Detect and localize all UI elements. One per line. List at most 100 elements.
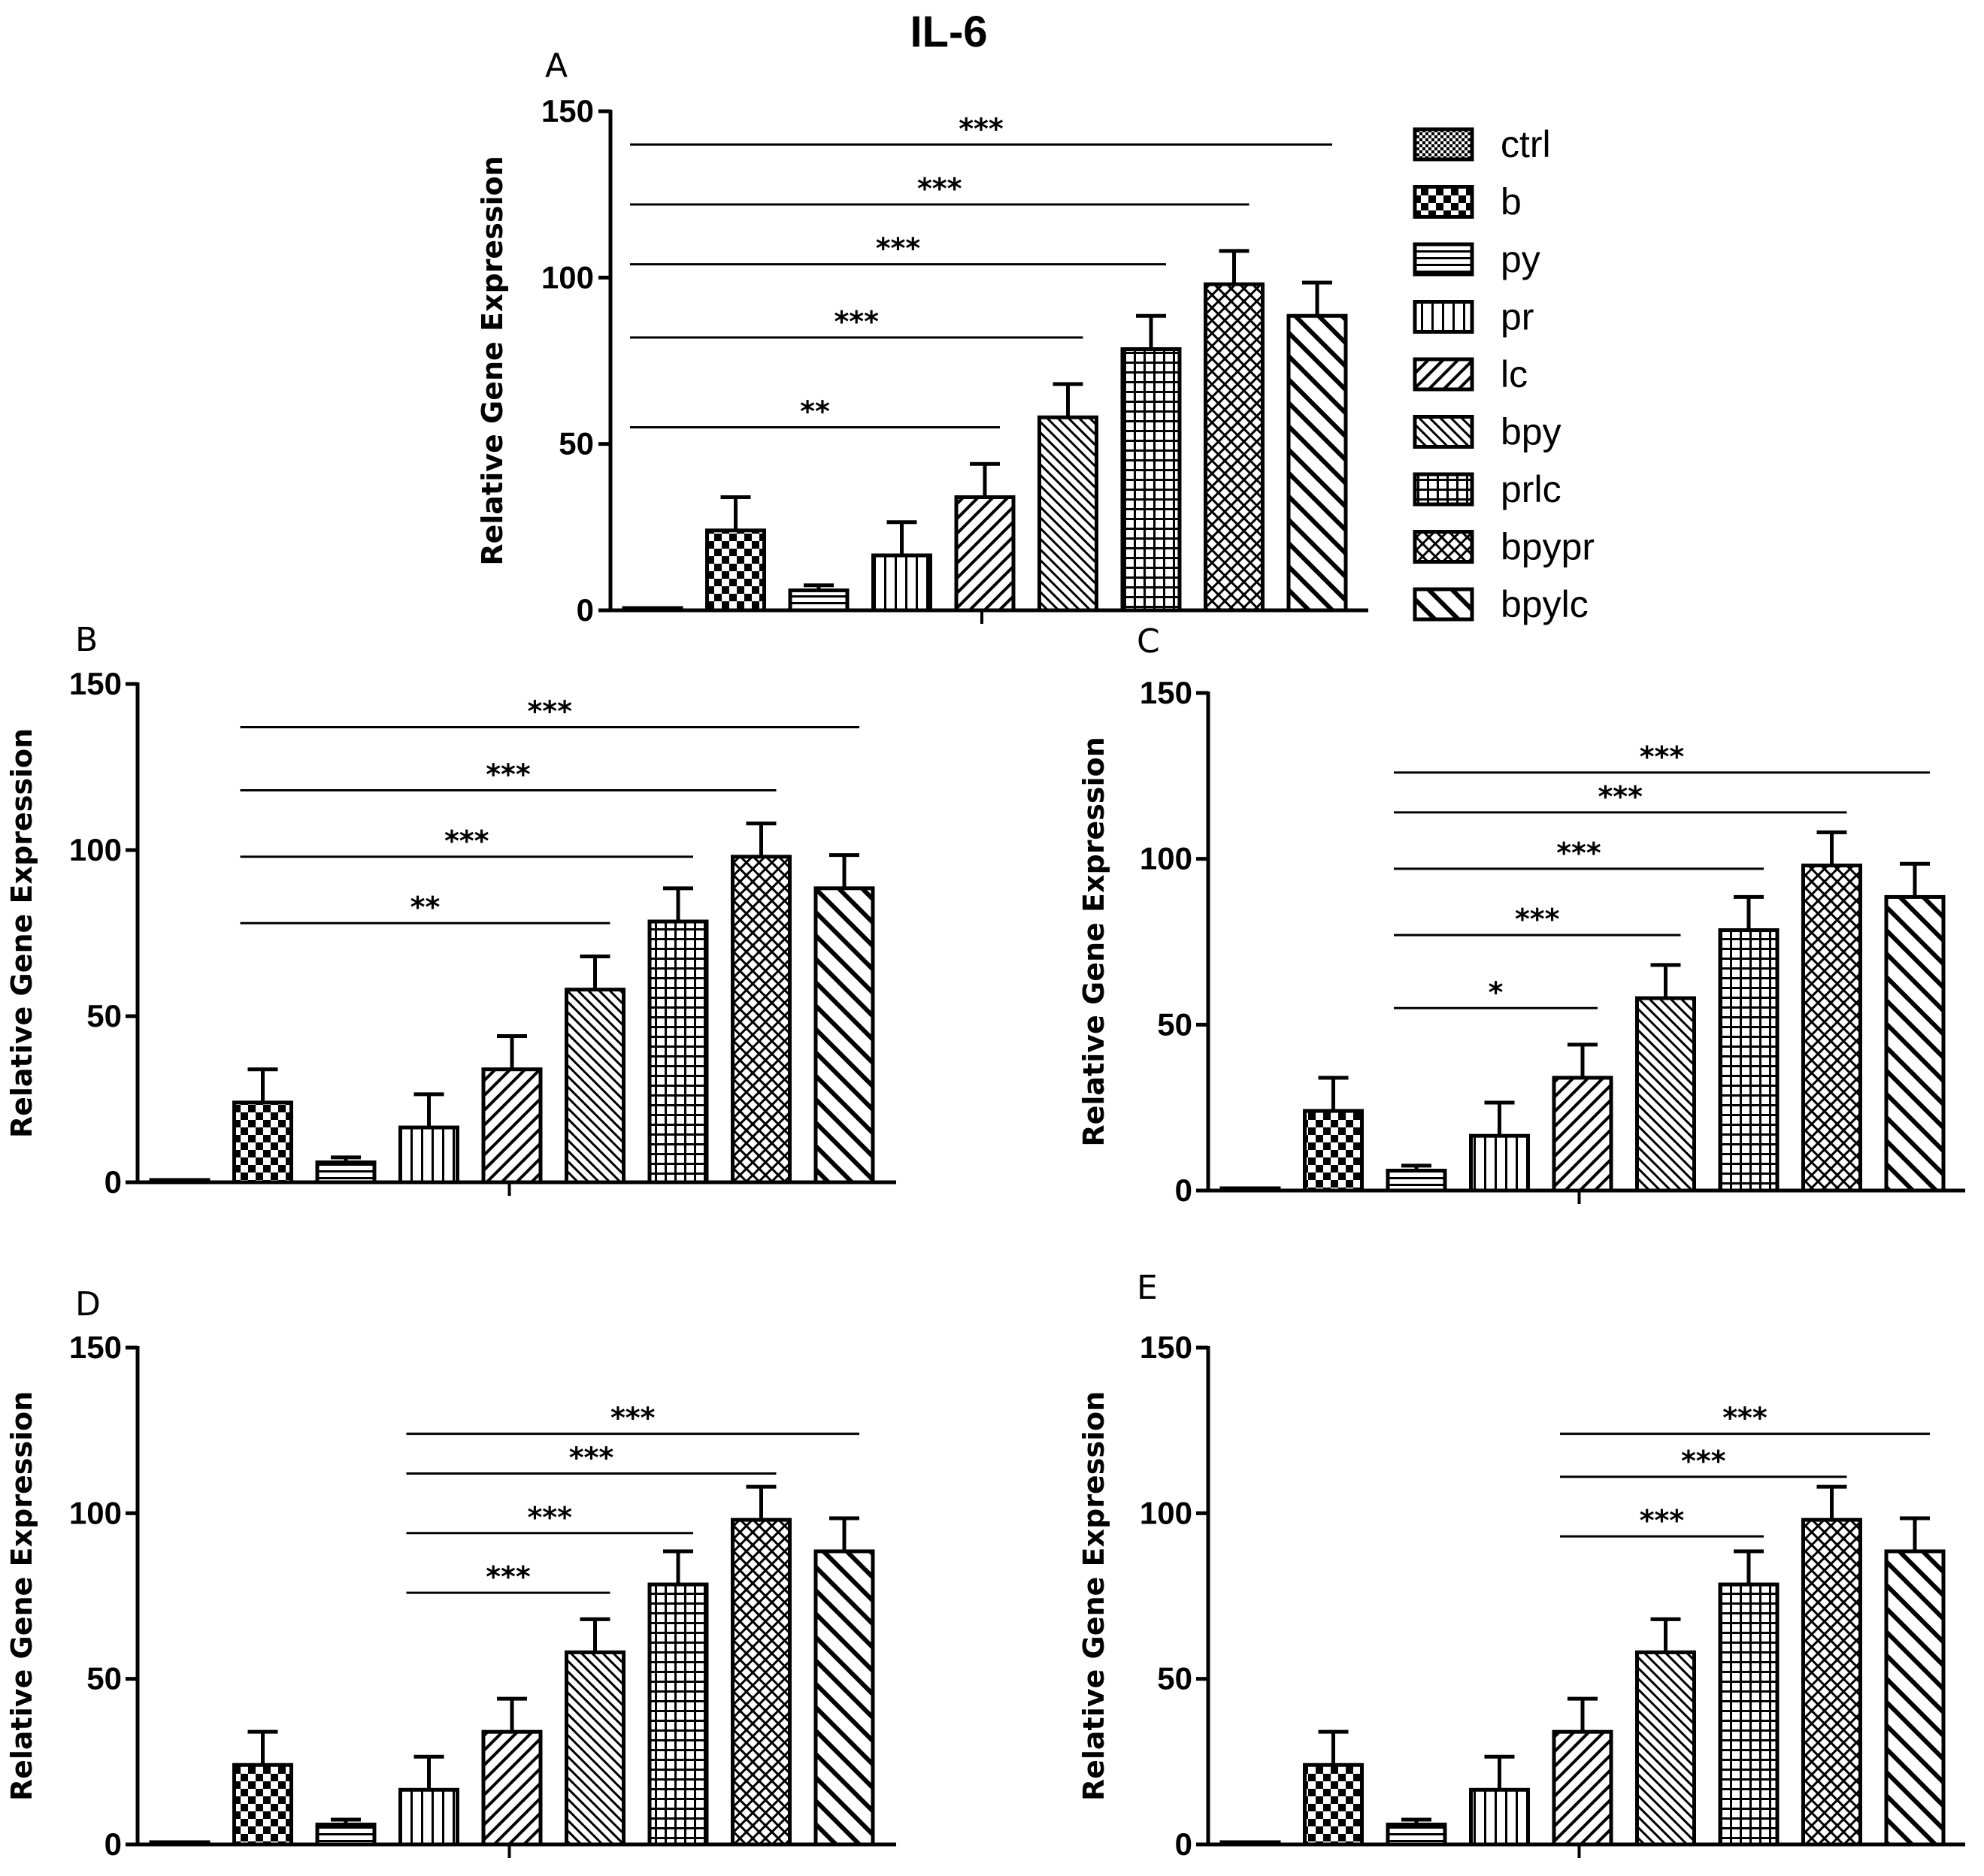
y-tick-label: 0 <box>577 592 594 628</box>
bar-bpy <box>1037 415 1098 613</box>
bar-ctrl <box>149 1178 211 1185</box>
bar-bpylc <box>813 1549 875 1847</box>
bar-bpy <box>565 1650 625 1847</box>
bar-ctrl <box>1219 1186 1281 1193</box>
legend-swatch-bpy <box>1413 415 1474 449</box>
bar-bpy <box>565 988 625 1185</box>
legend-label-lc: lc <box>1501 353 1528 395</box>
y-axis-label: Relative Gene Expression <box>5 1391 38 1801</box>
y-tick-label: 0 <box>1175 1826 1192 1862</box>
bar-b <box>232 1763 293 1847</box>
bar-pr <box>1469 1133 1530 1193</box>
y-tick-label: 50 <box>86 998 122 1033</box>
bar-bpypr <box>1801 1517 1862 1847</box>
legend-swatch-ctrl <box>1413 127 1474 162</box>
bar-bpypr <box>1204 282 1265 613</box>
y-tick-label: 150 <box>69 666 122 701</box>
bar-pr <box>1469 1787 1530 1847</box>
y-tick-label: 50 <box>1157 1006 1192 1042</box>
significance-label: *** <box>610 1402 656 1435</box>
legend-label-b: b <box>1501 181 1522 223</box>
bar-ctrl <box>1219 1840 1281 1847</box>
panel-letter: A <box>545 47 568 85</box>
panel-d: D Relative Gene Expression 0 50 100 150 *** ***… <box>5 1285 896 1862</box>
y-tick-label: 100 <box>69 1495 122 1530</box>
significance-label: *** <box>1598 780 1643 813</box>
y-tick-label: 150 <box>541 93 594 129</box>
bar-bpypr <box>731 1517 792 1847</box>
y-tick-label: 150 <box>1140 675 1192 710</box>
y-axis-label: Relative Gene Expression <box>1077 737 1110 1146</box>
y-tick-label: 0 <box>105 1164 122 1200</box>
significance-label: *** <box>1640 1504 1685 1537</box>
significance-label: *** <box>1640 740 1685 773</box>
panel-e: E Relative Gene Expression 0 50 100 150 *** ***… <box>1077 1269 1965 1862</box>
y-tick-label: 150 <box>69 1330 122 1365</box>
y-tick-label: 150 <box>1140 1330 1192 1365</box>
panel-letter: B <box>75 621 98 659</box>
bar-b <box>232 1100 293 1185</box>
bar-prlc <box>1120 347 1182 613</box>
bar-prlc <box>647 1582 709 1847</box>
figure-title: IL-6 <box>910 8 987 56</box>
bar-bpylc <box>1286 313 1348 613</box>
bar-b <box>1303 1763 1364 1847</box>
significance-label: * <box>1489 976 1504 1009</box>
y-axis-label: Relative Gene Expression <box>1077 1391 1110 1801</box>
significance-label: *** <box>959 112 1004 145</box>
bar-pr <box>871 553 932 613</box>
bar-ctrl <box>149 1840 211 1847</box>
y-axis-label: Relative Gene Expression <box>476 156 509 565</box>
bar-bpy <box>1635 996 1696 1193</box>
panel-letter: D <box>75 1285 101 1324</box>
bar-bpylc <box>813 886 875 1185</box>
significance-label: *** <box>1515 903 1560 936</box>
legend-swatch-py <box>1413 242 1474 277</box>
legend-label-bpypr: bpypr <box>1501 526 1595 568</box>
legend-label-bpylc: bpylc <box>1501 583 1589 625</box>
bar-lc <box>954 495 1016 613</box>
significance-label: *** <box>569 1441 614 1474</box>
bar-ctrl <box>622 606 683 613</box>
y-tick-label: 100 <box>541 259 594 295</box>
significance-label: *** <box>444 825 489 858</box>
significance-label: *** <box>486 1560 531 1593</box>
significance-label: *** <box>834 305 879 338</box>
significance-label: *** <box>876 232 921 265</box>
y-tick-label: 0 <box>105 1826 122 1862</box>
y-tick-label: 100 <box>69 832 122 867</box>
bar-pr <box>398 1125 459 1185</box>
legend-swatch-prlc <box>1413 472 1474 507</box>
bar-py <box>315 1823 377 1847</box>
y-tick-label: 50 <box>1157 1661 1192 1696</box>
bar-bpy <box>1635 1650 1696 1847</box>
y-tick-label: 50 <box>86 1661 122 1696</box>
panel-letter: C <box>1137 622 1160 661</box>
legend-label-ctrl: ctrl <box>1501 123 1551 165</box>
bar-lc <box>481 1729 543 1847</box>
legend-label-py: py <box>1501 238 1540 280</box>
significance-label: *** <box>917 172 962 205</box>
y-axis-label: Relative Gene Expression <box>5 728 38 1138</box>
legend-swatch-bpylc <box>1413 587 1474 622</box>
significance-label: *** <box>1722 1402 1767 1435</box>
panel-letter: E <box>1137 1269 1158 1307</box>
significance-label: *** <box>527 694 572 728</box>
bar-bpypr <box>731 855 792 1185</box>
bar-b <box>1303 1109 1364 1193</box>
legend-swatch-b <box>1413 185 1474 219</box>
significance-label: *** <box>486 758 531 791</box>
legend-label-prlc: prlc <box>1501 468 1561 510</box>
bar-lc <box>481 1067 543 1185</box>
significance-label: *** <box>1556 837 1601 870</box>
significance-label: ** <box>800 395 830 428</box>
bar-prlc <box>1718 1582 1780 1847</box>
bar-bpylc <box>1884 1549 1946 1847</box>
significance-label: ** <box>410 891 441 924</box>
